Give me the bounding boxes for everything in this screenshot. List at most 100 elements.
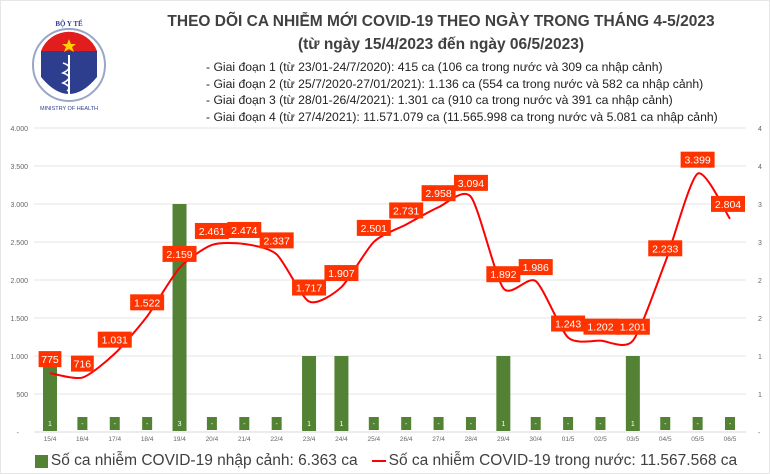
right-axis-tick: 4: [758, 126, 762, 133]
data-label-box: [453, 174, 488, 191]
note-period-3: - Giai đoạn 3 (từ 28/01-26/4/2021): 1.30…: [206, 93, 673, 107]
right-axis-tick: 1: [758, 354, 762, 361]
x-axis-tick: 06/5: [724, 436, 737, 443]
bar-label: -: [696, 421, 699, 428]
data-label: 1.243: [555, 319, 581, 331]
note-period-2: - Giai đoạn 2 (từ 25/7/2020-27/01/2021):…: [206, 76, 704, 91]
right-axis-tick: 3: [758, 202, 762, 209]
x-axis-tick: 16/4: [76, 436, 89, 443]
data-label: 2.159: [166, 249, 192, 261]
data-label-box: [292, 279, 327, 296]
data-label-box: [389, 202, 424, 219]
bar-label: -: [81, 421, 84, 428]
bar-label: -: [567, 421, 570, 428]
logo-text-bottom: MINISTRY OF HEALTH: [40, 106, 98, 112]
bar: [239, 417, 250, 430]
bar: [142, 417, 153, 430]
chart-subtitle: (từ ngày 15/4/2023 đến ngày 06/5/2023): [297, 36, 585, 53]
right-axis-tick: 2: [758, 316, 762, 323]
chart-title: THEO DÕI CA NHIỄM MỚI COVID-19 THEO NGÀY…: [167, 13, 715, 30]
data-label-box: [518, 259, 553, 276]
right-axis-tick: 1: [758, 392, 762, 399]
bar-label: -: [535, 421, 538, 428]
x-axis-tick: 04/5: [659, 436, 672, 443]
bar: [77, 417, 88, 430]
data-label: 1.522: [134, 297, 160, 309]
bar-label: -: [599, 421, 602, 428]
x-axis-tick: 19/4: [173, 436, 186, 443]
x-axis-tick: 22/4: [270, 436, 283, 443]
data-label-box: [324, 265, 359, 282]
data-label-box: [162, 245, 197, 262]
data-label-box: [583, 318, 618, 335]
x-axis-tick: 26/4: [400, 436, 413, 443]
data-label-box: [227, 221, 262, 238]
data-label: 1.201: [620, 322, 646, 334]
bar: [496, 356, 511, 431]
bar-label: 1: [631, 421, 635, 428]
x-axis-tick: 28/4: [465, 436, 478, 443]
x-axis-tick: 23/4: [303, 436, 316, 443]
legend-line-swatch: [371, 460, 386, 462]
bar-label: -: [405, 421, 408, 428]
x-axis-tick: 18/4: [141, 436, 154, 443]
data-label: 1.892: [490, 269, 516, 281]
bar-label: -: [729, 421, 732, 428]
right-axis-tick: -: [758, 430, 761, 437]
bar-label: -: [146, 421, 149, 428]
data-label-box: [259, 232, 294, 249]
bar: [109, 417, 120, 430]
x-axis-tick: 21/4: [238, 436, 251, 443]
x-axis-tick: 05/5: [691, 436, 704, 443]
bar: [465, 417, 476, 430]
x-axis-tick: 20/4: [206, 436, 219, 443]
bar-label: 3: [178, 421, 182, 428]
data-label-box: [486, 266, 521, 283]
left-axis-tick: 2.500: [10, 240, 28, 247]
left-axis-tick: 2.000: [10, 278, 28, 285]
bar-label: -: [437, 421, 440, 428]
legend: Số ca nhiễm COVID-19 nhập cảnh: 6.363 ca…: [1, 452, 769, 470]
bar: [625, 356, 640, 431]
right-axis-tick: 3: [758, 240, 762, 247]
right-axis-tick: 4: [758, 164, 762, 171]
data-label-box: [711, 195, 745, 212]
bar-label: -: [243, 421, 246, 428]
data-label: 3.094: [458, 178, 484, 190]
data-label: 1.202: [587, 322, 613, 334]
data-label: 1.717: [296, 283, 322, 295]
bar: [563, 417, 574, 430]
x-axis-tick: 24/4: [335, 436, 348, 443]
bar: [206, 417, 217, 430]
bar: [368, 417, 379, 430]
left-axis-tick: 3.500: [10, 164, 28, 171]
data-label: 716: [74, 359, 92, 371]
left-axis-tick: -: [17, 430, 20, 437]
data-label: 2.461: [199, 226, 225, 238]
period-notes: - Giai đoạn 1 (từ 23/01-24/7/2020): 415 …: [206, 59, 718, 125]
data-label-box: [130, 294, 165, 311]
data-label: 2.958: [425, 188, 451, 200]
bar-label: 1: [307, 421, 311, 428]
bar-label: 1: [48, 421, 52, 428]
data-label: 1.907: [328, 268, 354, 280]
bar: [271, 417, 282, 430]
data-label: 1.986: [523, 262, 549, 274]
data-label-box: [356, 219, 391, 236]
x-axis-tick: 02/5: [594, 436, 607, 443]
bar: [302, 356, 317, 431]
bar: [433, 417, 444, 430]
domestic-cases-line: [49, 172, 731, 380]
bar-label: -: [470, 421, 473, 428]
legend-imported: Số ca nhiễm COVID-19 nhập cảnh: 6.363 ca: [50, 452, 358, 469]
data-label: 2.337: [264, 235, 290, 247]
bar-label: -: [373, 421, 376, 428]
data-label: 2.233: [652, 243, 678, 255]
data-label-box: [194, 222, 229, 239]
data-label: 2.731: [393, 205, 419, 217]
data-label-box: [551, 315, 586, 332]
data-label-box: [680, 151, 715, 168]
data-label-box: [648, 240, 683, 257]
